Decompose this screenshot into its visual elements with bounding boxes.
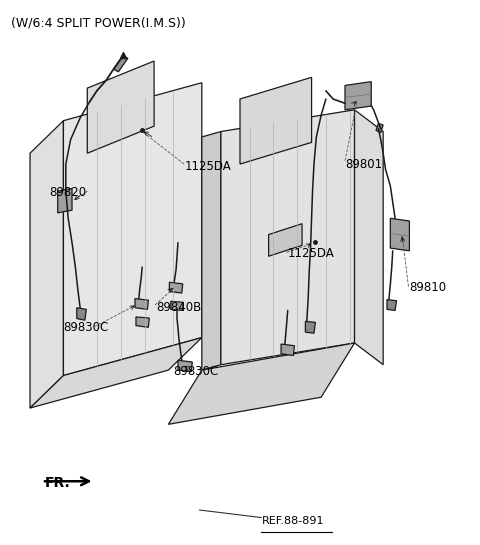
Text: 89801: 89801 xyxy=(345,158,382,171)
Polygon shape xyxy=(390,219,409,251)
Text: 89830C: 89830C xyxy=(63,322,108,334)
Polygon shape xyxy=(387,300,396,311)
Polygon shape xyxy=(221,110,355,365)
Text: 89840B: 89840B xyxy=(156,301,202,314)
Polygon shape xyxy=(240,77,312,164)
Polygon shape xyxy=(87,61,154,153)
Polygon shape xyxy=(136,317,149,327)
Polygon shape xyxy=(169,282,183,293)
Polygon shape xyxy=(202,131,221,370)
Polygon shape xyxy=(114,56,128,72)
Text: REF.88-891: REF.88-891 xyxy=(262,516,324,526)
Polygon shape xyxy=(178,360,192,372)
Polygon shape xyxy=(30,337,202,408)
Polygon shape xyxy=(30,120,63,408)
Polygon shape xyxy=(355,110,383,365)
Polygon shape xyxy=(77,308,86,320)
Polygon shape xyxy=(269,223,302,256)
Text: 89820: 89820 xyxy=(49,186,86,199)
Polygon shape xyxy=(58,189,72,213)
Text: FR.: FR. xyxy=(44,476,70,490)
Polygon shape xyxy=(376,123,383,132)
Polygon shape xyxy=(135,299,148,310)
Polygon shape xyxy=(63,83,202,376)
Text: 1125DA: 1125DA xyxy=(288,247,335,260)
Polygon shape xyxy=(168,343,355,425)
Text: (W/6:4 SPLIT POWER(I.M.S)): (W/6:4 SPLIT POWER(I.M.S)) xyxy=(11,16,186,29)
Polygon shape xyxy=(345,82,371,110)
Text: 89810: 89810 xyxy=(409,281,446,294)
Polygon shape xyxy=(305,322,315,333)
Polygon shape xyxy=(171,301,183,311)
Polygon shape xyxy=(281,344,294,355)
Text: 1125DA: 1125DA xyxy=(185,160,232,173)
Text: 89830C: 89830C xyxy=(173,365,218,378)
